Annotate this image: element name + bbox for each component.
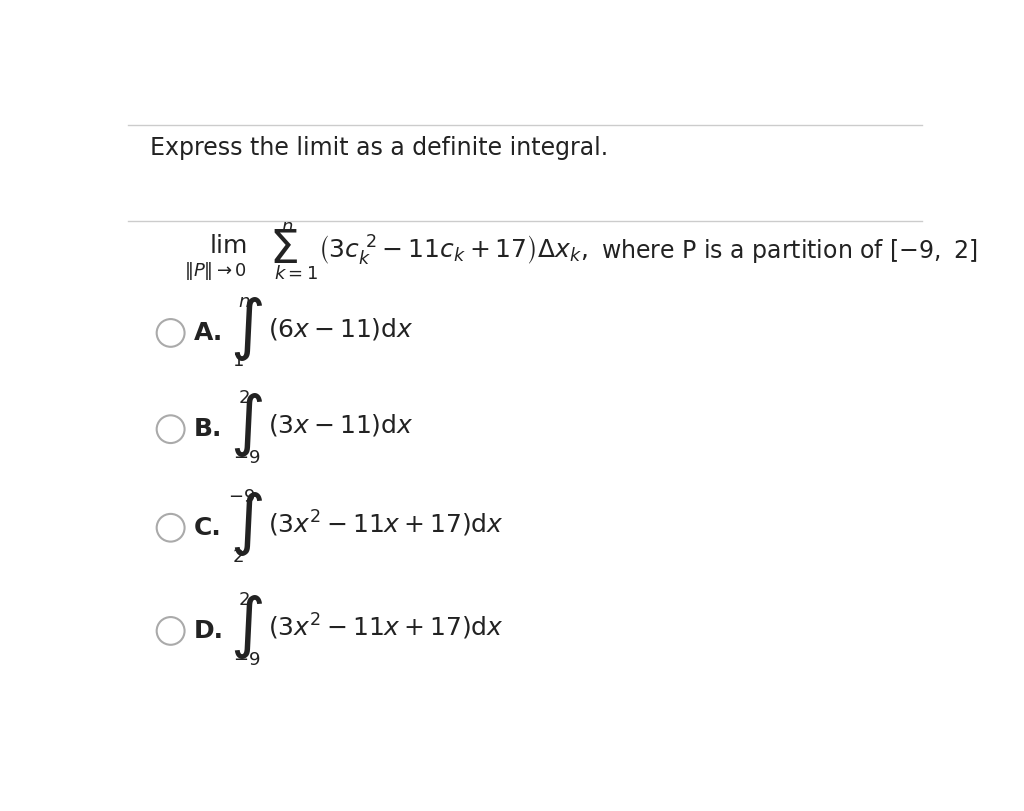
Text: $k=1$: $k=1$ xyxy=(273,264,318,283)
Text: $\mathrm{lim}$: $\mathrm{lim}$ xyxy=(209,234,248,258)
Text: $-9$: $-9$ xyxy=(232,449,260,467)
Text: Express the limit as a definite integral.: Express the limit as a definite integral… xyxy=(150,136,608,160)
Text: $\int$: $\int$ xyxy=(230,392,263,459)
Text: $2$: $2$ xyxy=(239,591,250,609)
Text: where P is a partition of $[-9,\ 2]$: where P is a partition of $[-9,\ 2]$ xyxy=(601,237,978,264)
Text: $\int$: $\int$ xyxy=(230,593,263,661)
Text: $1$: $1$ xyxy=(232,353,244,371)
Text: B.: B. xyxy=(194,417,222,441)
Text: $2$: $2$ xyxy=(232,548,244,566)
Text: $n$: $n$ xyxy=(239,293,250,311)
Text: $-9$: $-9$ xyxy=(232,651,260,669)
Text: $\left(3c_k^{\ 2} - 11c_k + 17\right)\Delta x_k,$: $\left(3c_k^{\ 2} - 11c_k + 17\right)\De… xyxy=(317,234,588,268)
Text: $\Sigma$: $\Sigma$ xyxy=(268,228,297,273)
Text: $2$: $2$ xyxy=(239,389,250,407)
Text: C.: C. xyxy=(194,516,221,540)
Text: $(6x - 11)\mathrm{d}x$: $(6x - 11)\mathrm{d}x$ xyxy=(267,316,413,342)
Text: $n$: $n$ xyxy=(281,218,293,237)
Text: $\int$: $\int$ xyxy=(230,490,263,558)
Text: $(3x - 11)\mathrm{d}x$: $(3x - 11)\mathrm{d}x$ xyxy=(267,412,413,438)
Text: $\|P\| \to 0$: $\|P\| \to 0$ xyxy=(183,260,247,282)
Text: $\int$: $\int$ xyxy=(230,295,263,363)
Text: A.: A. xyxy=(194,321,223,345)
Text: $\left(3x^2 - 11x + 17\right)\mathrm{d}x$: $\left(3x^2 - 11x + 17\right)\mathrm{d}x… xyxy=(267,612,504,642)
Text: D.: D. xyxy=(194,619,224,643)
Text: $\left(3x^2 - 11x + 17\right)\mathrm{d}x$: $\left(3x^2 - 11x + 17\right)\mathrm{d}x… xyxy=(267,508,504,539)
Text: $-9$: $-9$ xyxy=(228,488,256,506)
